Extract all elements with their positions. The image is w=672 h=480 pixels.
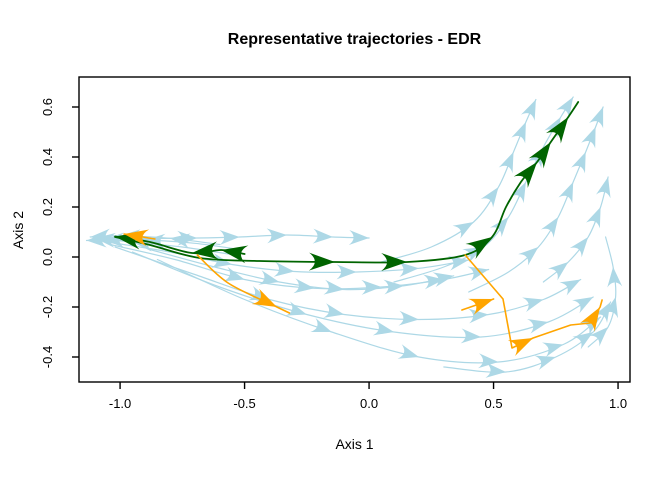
arrowhead-bg-up-2-5 bbox=[511, 122, 526, 144]
arrowhead-bg-hub-3-3 bbox=[90, 228, 111, 244]
y-tick-label: 0.4 bbox=[40, 147, 55, 167]
arrowhead-bg-low-3-4 bbox=[478, 353, 499, 369]
y-tick-label: 0.6 bbox=[40, 97, 55, 117]
arrowhead-bg-right-edge-1 bbox=[588, 327, 609, 347]
arrowhead-rep-orange-branch-6 bbox=[580, 307, 601, 332]
arrowhead-bg-mid-2-6 bbox=[467, 266, 489, 282]
arrowhead-rep-orange-diag-2 bbox=[251, 288, 277, 307]
arrowhead-bg-low-2-5 bbox=[527, 319, 549, 334]
arrowhead-bg-right-edge-2 bbox=[603, 297, 619, 319]
arrowhead-bg-mid-2-4 bbox=[361, 279, 382, 295]
arrowhead-bg-low-2-3 bbox=[372, 320, 394, 336]
arrowhead-bg-mid-3-3 bbox=[323, 279, 345, 295]
arrowhead-rep-green-main-4 bbox=[308, 252, 335, 271]
x-tick-label: -1.0 bbox=[108, 396, 132, 411]
y-tick-label: -0.2 bbox=[40, 295, 55, 319]
arrowhead-bg-right-up-4 bbox=[595, 177, 611, 199]
arrowhead-bg-low-2-2 bbox=[285, 301, 307, 316]
arrowhead-rep-green-main-5 bbox=[381, 253, 408, 271]
y-tick-label: 0.0 bbox=[40, 247, 55, 267]
arrowhead-bg-right-up-1 bbox=[548, 262, 569, 281]
arrowhead-rep-green-main-10 bbox=[513, 162, 538, 188]
arrowhead-bg-up-3-6 bbox=[581, 127, 596, 149]
arrowhead-rep-green-main-11 bbox=[528, 142, 551, 169]
arrowhead-bg-up-1-4 bbox=[510, 182, 526, 204]
arrowhead-bg-up-2-4 bbox=[498, 152, 514, 174]
arrowhead-rep-green-to-hub-1 bbox=[221, 245, 249, 264]
arrowhead-bg-mid-3-2 bbox=[258, 270, 280, 285]
trajectory-path-bg-flat-top bbox=[99, 234, 370, 240]
y-axis-label: Axis 2 bbox=[10, 210, 26, 250]
arrowhead-rep-green-to-hub-2 bbox=[192, 241, 219, 260]
arrowhead-bg-flat-top-5 bbox=[348, 229, 370, 245]
arrowhead-bg-low-1-5 bbox=[468, 308, 489, 324]
arrowhead-bg-flat-top-3 bbox=[266, 228, 287, 244]
trajectory-path-bg-mid-1 bbox=[107, 241, 470, 274]
arrowhead-bg-bottom-right-3 bbox=[572, 332, 594, 350]
arrowhead-bg-up-2-6 bbox=[520, 99, 536, 121]
trajectory-path-bg-low-3 bbox=[156, 258, 602, 364]
arrowhead-rep-orange-branch-3 bbox=[507, 338, 534, 356]
arrowhead-bg-flat-top-1 bbox=[177, 230, 198, 246]
trajectory-path-bg-low-1 bbox=[114, 246, 582, 321]
arrowhead-bg-up-3-4 bbox=[558, 182, 574, 204]
x-tick-label: 0.5 bbox=[484, 396, 503, 411]
arrowhead-bg-low-3-5 bbox=[542, 342, 564, 357]
trajectory-path-bg-up-2 bbox=[380, 98, 537, 263]
arrowhead-bg-mid-1-5 bbox=[398, 261, 419, 277]
arrowhead-bg-up-1-3 bbox=[489, 217, 509, 238]
arrowhead-bg-up-3-7 bbox=[589, 107, 604, 129]
y-tick-label: 0.2 bbox=[40, 197, 55, 217]
arrowhead-rep-green-main-7 bbox=[465, 237, 493, 259]
arrowhead-rep-orange-hub-1 bbox=[124, 229, 150, 247]
arrowhead-bg-low-2-4 bbox=[460, 328, 482, 344]
arrowhead-bg-mid-1-4 bbox=[336, 264, 357, 280]
arrowhead-bg-mid-3-5 bbox=[432, 272, 454, 288]
trajectory-path-bg-up-1 bbox=[393, 96, 574, 283]
x-tick-label: 0.0 bbox=[360, 396, 379, 411]
arrowhead-bg-low-3-2 bbox=[310, 317, 332, 333]
arrowhead-bg-up-2-2 bbox=[452, 222, 474, 239]
trajectory-path-bg-bottom-right bbox=[443, 301, 612, 373]
arrowhead-bg-mid-2-2 bbox=[223, 266, 245, 282]
arrowhead-rep-green-main-12 bbox=[546, 117, 569, 144]
arrowhead-bg-up-1-7 bbox=[556, 97, 574, 118]
arrowhead-bg-up-3-3 bbox=[540, 217, 559, 238]
arrowhead-rep-orange-short-1 bbox=[468, 298, 494, 315]
arrowhead-bg-up-3-5 bbox=[571, 152, 586, 174]
plot-box bbox=[78, 76, 631, 383]
arrowhead-bg-bottom-right-4 bbox=[594, 302, 611, 324]
arrowhead-bg-mid-1-6 bbox=[447, 255, 469, 271]
arrowhead-bg-low-2-6 bbox=[572, 297, 594, 314]
arrowhead-bg-right-up-3 bbox=[586, 207, 601, 229]
arrowhead-bg-low-3-3 bbox=[397, 344, 419, 359]
trajectory-path-rep-orange-diag bbox=[196, 254, 291, 314]
arrowhead-bg-bottom-right-1 bbox=[485, 362, 506, 378]
arrowhead-bg-mid-3-4 bbox=[383, 279, 404, 295]
y-tick-label: -0.4 bbox=[40, 345, 55, 369]
arrowhead-bg-bottom-right-2 bbox=[534, 355, 556, 370]
arrowhead-bg-right-up-2 bbox=[569, 237, 589, 258]
x-axis-label: Axis 1 bbox=[335, 436, 374, 452]
arrowhead-bg-flat-top-4 bbox=[312, 228, 333, 244]
arrowhead-bg-up-3-2 bbox=[518, 247, 539, 266]
trajectory-path-bg-up-3 bbox=[468, 106, 604, 293]
arrowhead-bg-mid-2-5 bbox=[423, 274, 444, 290]
x-tick-label: -0.5 bbox=[233, 396, 256, 411]
arrowhead-bg-low-1-3 bbox=[323, 303, 345, 318]
trajectory-path-bg-low-2 bbox=[131, 251, 594, 339]
arrowhead-bg-mid-1-3 bbox=[273, 261, 295, 277]
arrowhead-bg-low-1-6 bbox=[522, 297, 544, 313]
arrowhead-bg-low-1-7 bbox=[559, 279, 581, 296]
x-tick-label: 1.0 bbox=[609, 396, 628, 411]
arrowhead-bg-flat-top-2 bbox=[219, 229, 240, 245]
arrowhead-bg-up-2-3 bbox=[480, 187, 499, 208]
chart-title: Representative trajectories - EDR bbox=[227, 31, 482, 48]
arrowhead-bg-right-edge-3 bbox=[607, 267, 623, 288]
arrowhead-bg-low-1-4 bbox=[398, 310, 419, 326]
